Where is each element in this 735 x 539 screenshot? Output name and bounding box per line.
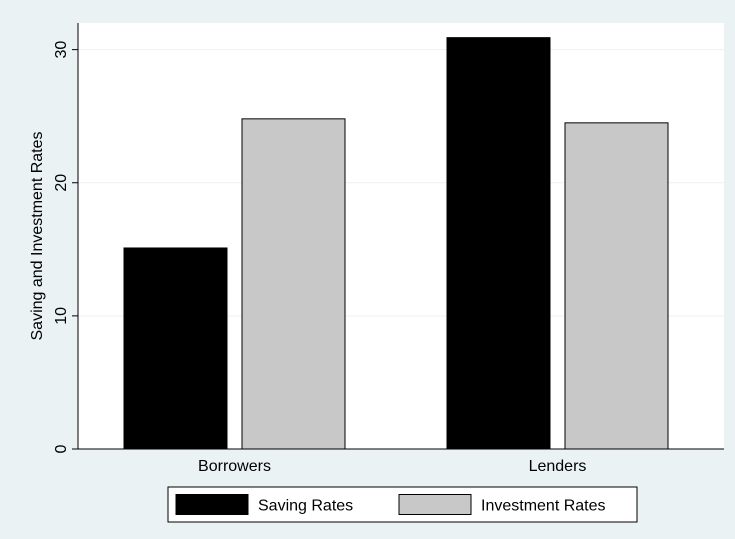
y-tick-label: 0 [53, 444, 70, 453]
axes [77, 23, 724, 450]
x-tick-label: Borrowers [198, 458, 271, 475]
legend-label: Saving Rates [258, 498, 353, 515]
legend-swatch [398, 494, 472, 515]
bar-saving-rates-lenders [446, 37, 551, 450]
bar-saving-rates-borrowers [123, 247, 228, 450]
x-tick-label: Lenders [529, 458, 587, 475]
bar-investment-rates-lenders [564, 122, 669, 450]
legend: Saving Rates Investment Rates [167, 486, 638, 523]
tick-labels: 0 10 20 30 Borrowers Lenders [53, 41, 586, 475]
y-tick-label: 20 [53, 174, 70, 192]
y-tick-label: 10 [53, 307, 70, 325]
legend-swatch [175, 494, 249, 515]
bar-investment-rates-borrowers [241, 118, 346, 450]
legend-label: Investment Rates [481, 498, 606, 515]
y-tick-label: 30 [53, 41, 70, 59]
y-axis-title: Saving and Investment Rates [29, 131, 46, 340]
bars [123, 37, 669, 450]
